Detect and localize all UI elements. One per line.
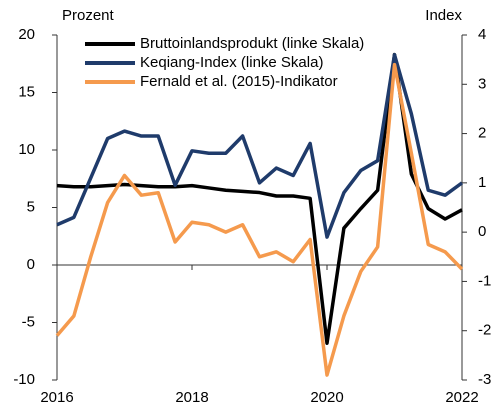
series-line [55, 62, 464, 377]
y2-axis-label: Index [425, 7, 462, 24]
legend-label: Bruttoinlandsprodukt (linke Skala) [140, 35, 364, 52]
y-axis-label: Prozent [62, 7, 115, 24]
y2-tick-label: 0 [478, 223, 486, 240]
y-tick-label: 10 [18, 141, 35, 158]
series-line [56, 52, 464, 239]
y-tick-label: 0 [27, 256, 35, 273]
y-tick-label: -10 [13, 371, 35, 388]
y-tick-label: 15 [18, 83, 35, 100]
x-tick-label: 2016 [40, 389, 73, 406]
y2-tick-label: 4 [478, 26, 486, 43]
y2-tick-label: -2 [478, 322, 491, 339]
x-tick-label: 2018 [175, 389, 208, 406]
y2-tick-label: 3 [478, 75, 486, 92]
y2-tick-label: -1 [478, 272, 491, 289]
x-tick-label: 2022 [445, 389, 478, 406]
y-tick-label: 20 [18, 26, 35, 43]
y2-tick-label: -3 [478, 371, 491, 388]
y2-tick-label: 2 [478, 125, 486, 142]
y-tick-label: 5 [27, 198, 35, 215]
legend-label: Fernald et al. (2015)-Indikator [140, 73, 338, 90]
y-tick-label: -5 [22, 313, 35, 330]
y2-tick-label: 1 [478, 174, 486, 191]
x-tick-label: 2020 [310, 389, 343, 406]
legend-label: Keqiang-Index (linke Skala) [140, 54, 323, 71]
